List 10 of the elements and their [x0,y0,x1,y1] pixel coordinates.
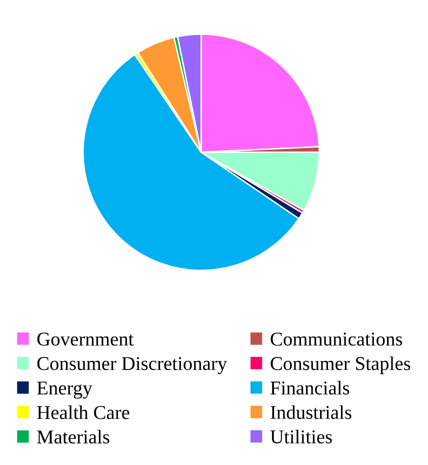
legend-label: Health Care [37,405,130,420]
legend-label: Industrials [270,405,352,419]
legend-label: Financials [270,380,350,395]
legend-label: Communications [270,332,402,346]
legend-label: Materials [37,430,110,444]
legend-label: Consumer Staples [270,356,410,374]
legend-label: Utilities [270,430,332,444]
legend-label: Energy [37,382,92,399]
legend-label: Government [37,332,134,346]
legend-label: Consumer Discretionary [37,357,228,374]
